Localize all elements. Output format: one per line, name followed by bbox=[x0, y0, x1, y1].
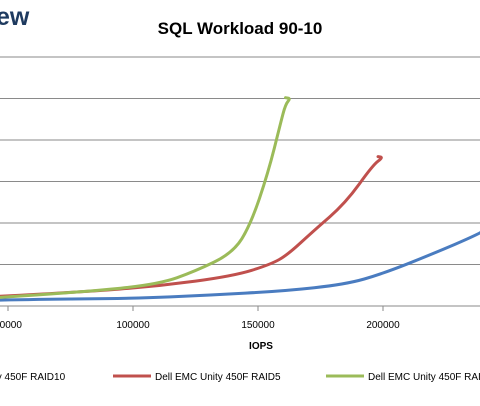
x-tick-label: 200000 bbox=[366, 320, 400, 331]
x-axis-label: IOPS bbox=[249, 341, 273, 352]
x-tick-label: 100000 bbox=[116, 320, 150, 331]
x-tick-labels: 50000 100000 150000 200000 bbox=[0, 306, 400, 331]
series-line bbox=[0, 96, 291, 299]
legend: ty 450F RAID10 Dell EMC Unity 450F RAID5 D… bbox=[0, 372, 480, 383]
chart-title: SQL Workload 90-10 bbox=[158, 19, 323, 38]
gridlines bbox=[0, 56, 480, 307]
series-line bbox=[0, 231, 480, 302]
x-tick-label: 50000 bbox=[0, 320, 22, 331]
x-tick-label: 150000 bbox=[241, 320, 275, 331]
legend-label: Dell EMC Unity 450F RAID1 bbox=[368, 372, 480, 383]
watermark-logo-text: ew bbox=[0, 3, 30, 31]
series-line bbox=[0, 155, 383, 298]
legend-label: Dell EMC Unity 450F RAID5 bbox=[155, 372, 281, 383]
legend-label: ty 450F RAID10 bbox=[0, 372, 66, 383]
series-lines bbox=[0, 96, 480, 302]
